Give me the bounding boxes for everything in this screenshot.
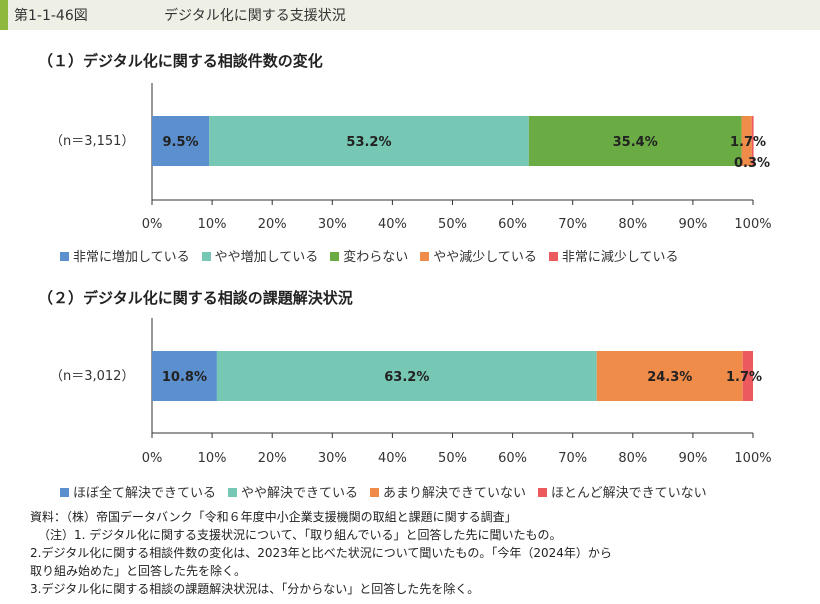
chart1-bar-segment-5 [751,116,754,166]
chart2-legend-swatch-2 [228,488,238,497]
chart2-x-tick-label: 70% [558,451,587,466]
chart2-x-tick-label: 40% [378,451,407,466]
chart1-bar-segment-3 [528,116,742,166]
chart2-x-tick-label: 100% [734,451,771,466]
chart2-data-label-4: 1.7% [726,370,762,385]
chart2-data-label-2: 63.2% [384,370,429,385]
chart2-legend-swatch-4 [538,488,548,497]
chart1-x-tick-label: 0% [142,217,163,232]
chart1-legend-item-4: やや減少している [420,246,537,265]
chart1-bar-segment-4 [741,116,752,166]
chart1-legend-item-2: やや増加している [201,246,319,265]
chart1-legend-item-3: 変わらない [330,246,408,265]
chart1-legend-label-5: 非常に減少している [561,250,679,265]
chart2-legend-label-1: ほぼ全て解決できている [73,486,217,501]
chart1-stacked-bar: 0% 10% 20% 30% 40% 50% 60% 70% 80% 90% 100% 9.5% 53.… [142,83,772,232]
chart2-category-label: （n＝3,012） [50,369,135,384]
chart1-bar-segment-1 [152,116,210,166]
chart1-legend: 非常に増加している やや増加している 変わらない やや減少している 非常に減少している [60,246,691,265]
chart2-x-tick-label: 10% [198,451,227,466]
chart2-legend-item-2: やや解決できている [228,482,358,501]
chart1-legend-swatch-5 [548,252,558,261]
chart1-legend-label-1: 非常に増加している [73,250,190,265]
chart2-x-tick-label: 80% [618,451,647,466]
chart1-x-tick-label: 80% [618,217,647,232]
chart1-data-label-4: 1.7% [730,135,766,150]
chart2-x-tick-label: 50% [438,451,467,466]
figure-header: 第1-1-46図 デジタル化に関する支援状況 [0,0,820,30]
chart1-category-label: （n＝3,151） [50,134,135,149]
figure-title: デジタル化に関する支援状況 [164,8,346,24]
chart2-x-tick-label: 20% [258,451,287,466]
chart1-legend-label-4: やや減少している [433,250,537,265]
chart1-legend-swatch-3 [330,252,340,261]
chart1-x-tick-label: 20% [258,217,287,232]
note-1: （注）1. デジタル化に関する支援状況について、「取り組んでいる」と回答した先に… [38,528,562,542]
chart1-x-tick-label: 70% [558,217,587,232]
chart2-legend-swatch-1 [60,488,69,497]
chart2-x-tick-label: 90% [678,451,707,466]
chart1-x-tick-label: 90% [678,217,707,232]
chart1-data-label-1: 9.5% [163,135,199,150]
chart2-stacked-bar: 0% 10% 20% 30% 40% 50% 60% 70% 80% 90% 100% 10.8% 63… [142,318,772,466]
chart1-x-tick-label: 40% [378,217,407,232]
chart1-title: （１）デジタル化に関する相談件数の変化 [38,52,323,70]
chart1-legend-item-1: 非常に増加している [60,246,190,265]
chart2-legend-label-3: あまり解決できていない [383,486,527,501]
chart2-x-tick-label: 60% [498,451,527,466]
chart2-x-tick-label: 30% [318,451,347,466]
header-accent-bar [0,0,8,30]
note-3: 3.デジタル化に関する相談の課題解決状況は、「分からない」と回答した先を除く。 [30,582,480,596]
figure-number: 第1-1-46図 [14,8,88,24]
chart2-legend-label-2: やや解決できている [241,486,359,501]
chart1-data-label-2: 53.2% [346,135,391,150]
chart1-legend-label-2: やや増加している [214,250,319,265]
chart1-legend-swatch-1 [60,252,69,261]
note-2-cont: 取り組み始めた」と回答した先を除く。 [30,564,247,578]
chart2-legend-item-1: ほぼ全て解決できている [60,482,216,501]
chart1-data-label-5: 0.3% [734,156,770,171]
note-source: 資料：（株）帝国データバンク「令和６年度中小企業支援機関の取組と課題に関する調査… [30,510,517,524]
chart2-legend-label-4: ほとんど解決できていない [551,486,707,501]
chart1-legend-swatch-2 [201,252,211,261]
chart1-x-tick-label: 10% [198,217,227,232]
chart2-legend-item-4: ほとんど解決できていない [538,482,707,501]
chart2-legend-item-3: あまり解決できていない [370,482,526,501]
chart2-x-tick-label: 0% [142,451,163,466]
chart1-x-tick-label: 50% [438,217,467,232]
chart1-x-tick-label: 60% [498,217,527,232]
chart1-legend-swatch-4 [420,252,430,261]
chart2-title: （２）デジタル化に関する相談の課題解決状況 [38,289,353,307]
chart2-bar-segment-1 [152,351,217,401]
chart1-x-tick-label: 100% [734,217,771,232]
chart1-legend-item-5: 非常に減少している [548,246,679,265]
chart2-bar-segment-2 [216,351,597,401]
chart2-legend: ほぼ全て解決できている やや解決できている あまり解決できていない ほとんど解決できて… [60,482,719,501]
chart1-data-label-3: 35.4% [613,135,658,150]
chart1-x-tick-label: 30% [318,217,347,232]
chart2-data-label-1: 10.8% [162,370,207,385]
note-2: 2.デジタル化に関する相談件数の変化は、2023年と比べた状況について聞いたもの… [30,546,612,560]
chart1-bar-segment-2 [209,116,529,166]
chart2-data-label-3: 24.3% [647,370,692,385]
chart2-bar-segment-3 [596,351,743,401]
chart2-bar-segment-4 [742,351,753,401]
chart1-legend-label-3: 変わらない [343,250,409,265]
chart2-legend-swatch-3 [370,488,380,497]
notes: 資料：（株）帝国データバンク「令和６年度中小企業支援機関の取組と課題に関する調査… [30,508,612,598]
